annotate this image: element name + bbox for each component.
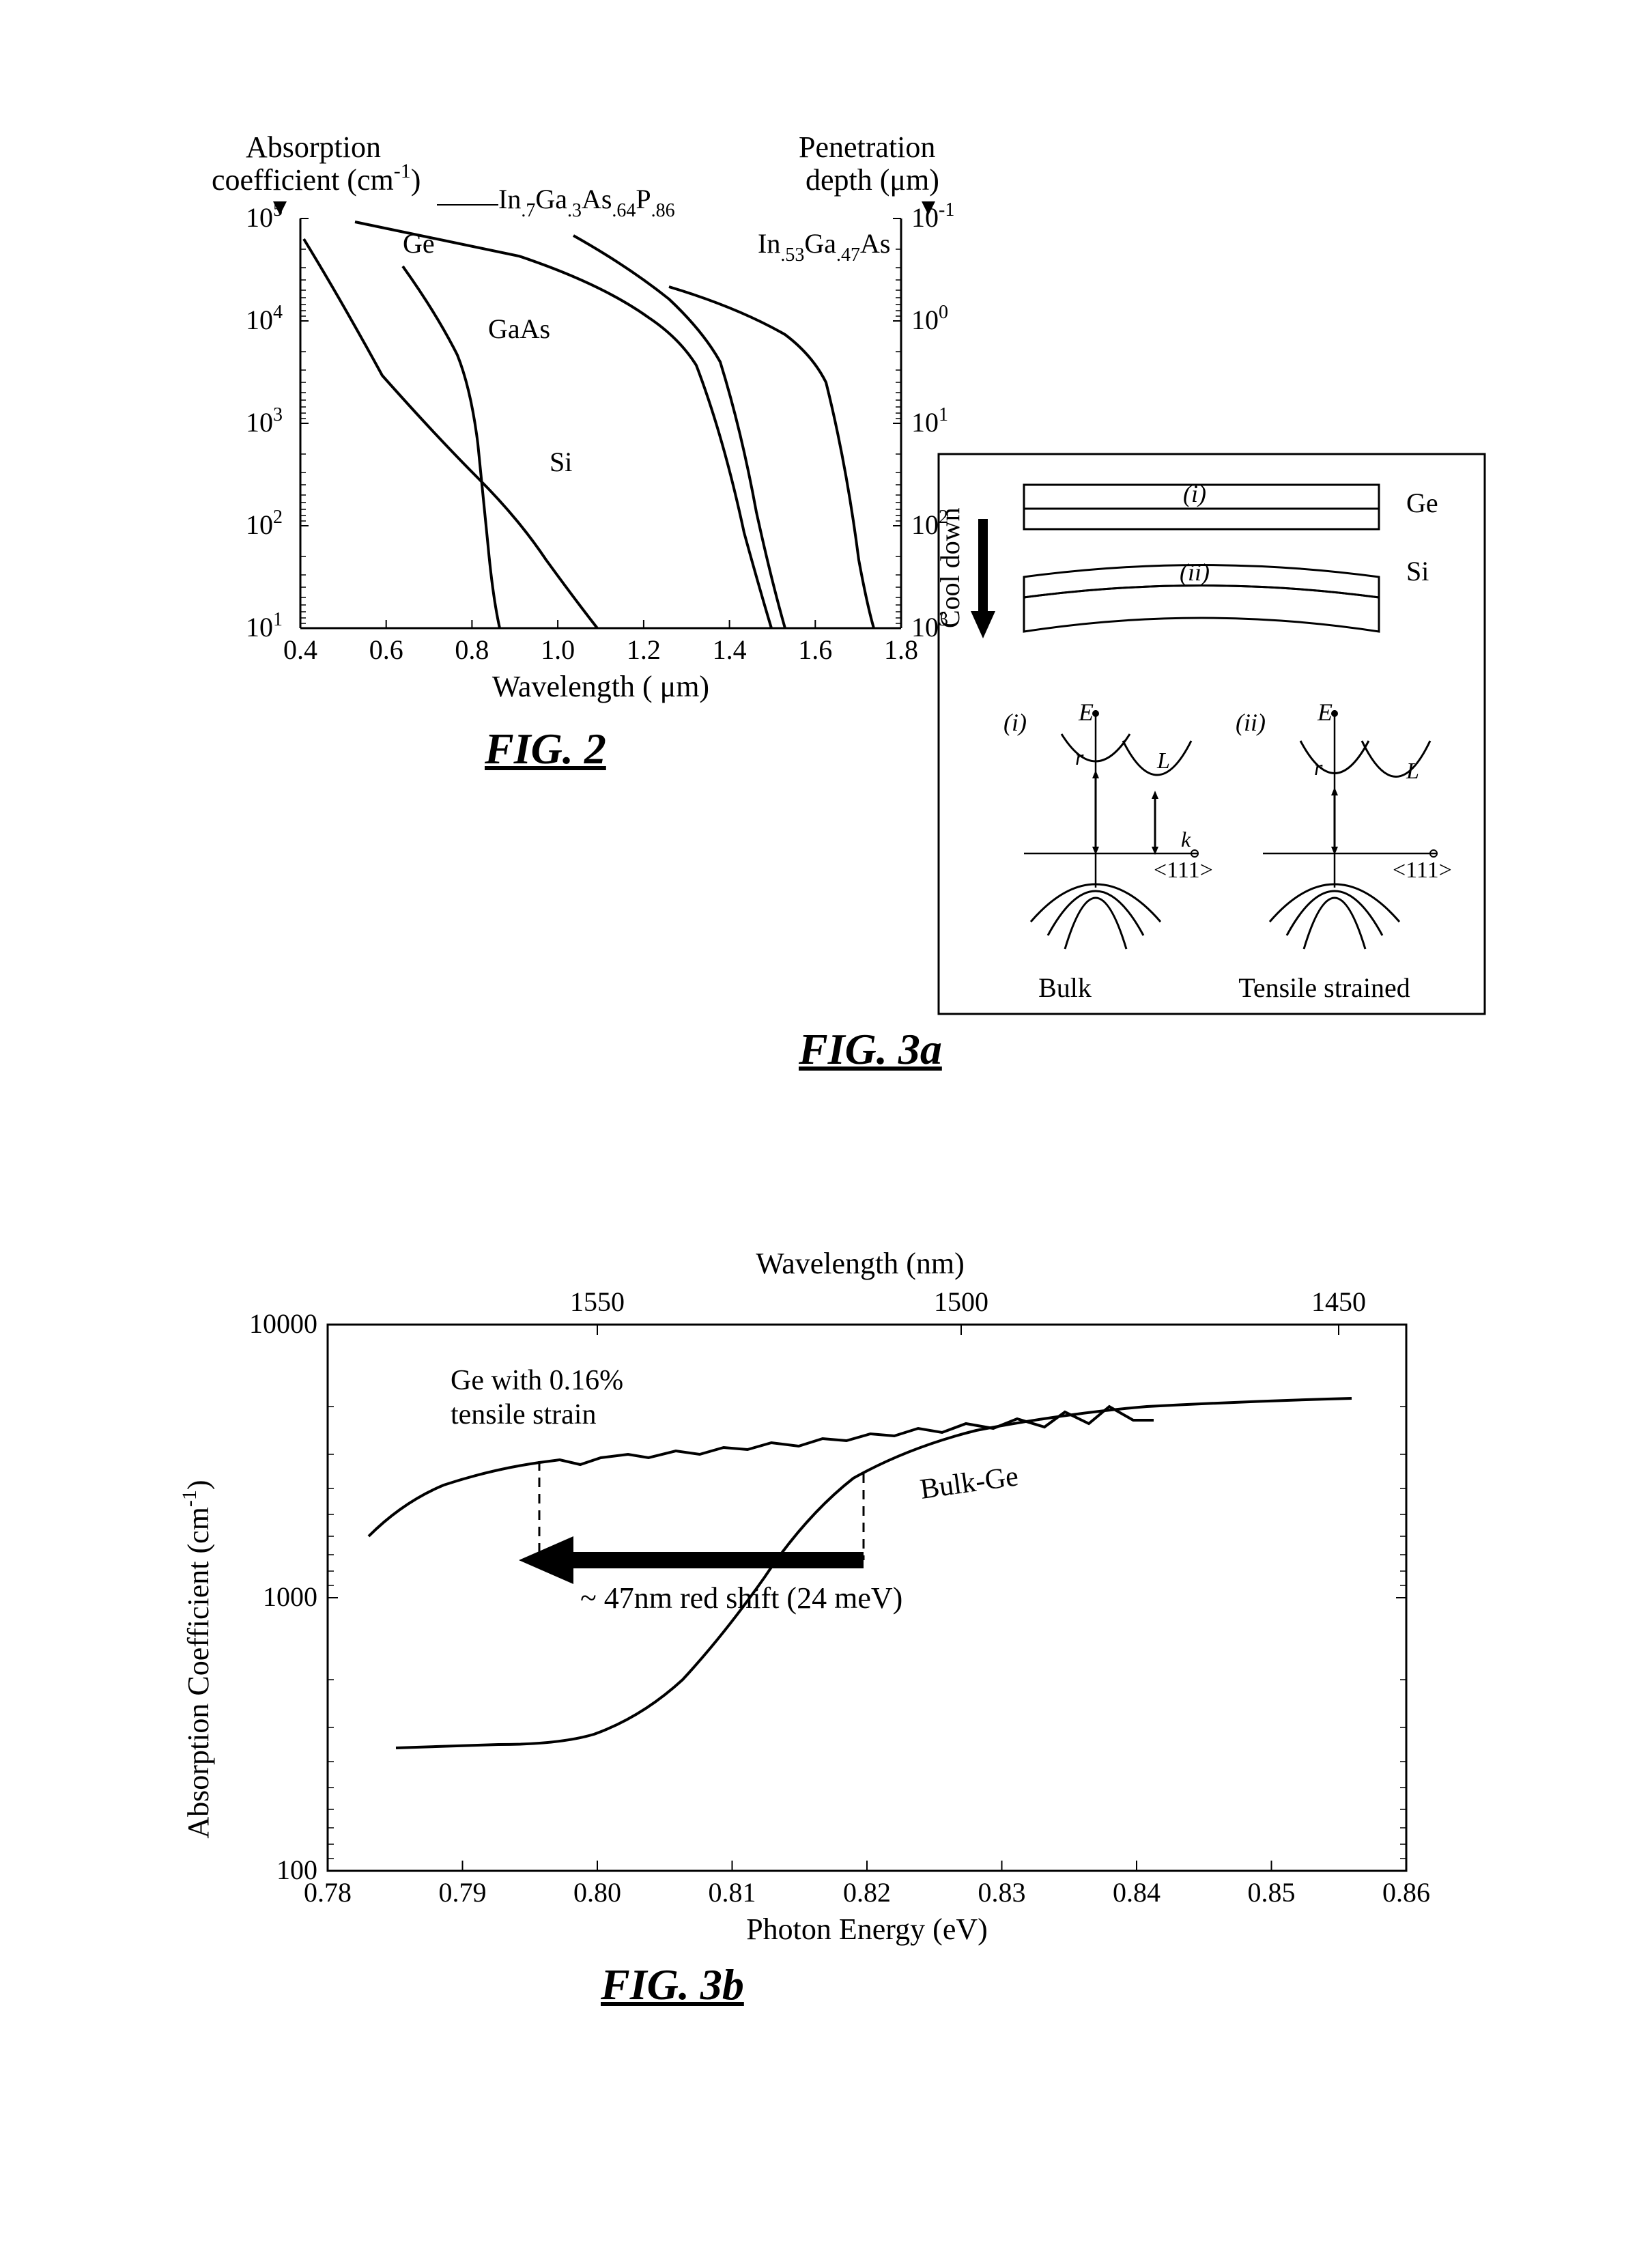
svg-text:(i): (i) <box>1003 709 1027 736</box>
svg-text:101: 101 <box>911 404 948 438</box>
svg-text:0.79: 0.79 <box>439 1877 487 1908</box>
yleft-title-l1: Absorption <box>246 130 381 164</box>
fig2-chart: Absorption coefficient (cm-1) Penetratio… <box>198 130 1017 744</box>
fig3a-diagram: Cool down ((i)i) Ge (ii) Si (i) E <box>935 451 1502 1045</box>
svg-text:1.8: 1.8 <box>884 634 918 665</box>
x-axis-label: Wavelength ( μm) <box>492 670 709 703</box>
plot-frame <box>300 218 901 628</box>
bulk-ge-label: Bulk-Ge <box>918 1460 1021 1506</box>
y-axis-label: Absorption Coefficient (cm-1) <box>178 1480 215 1838</box>
svg-text:101: 101 <box>246 609 283 643</box>
xbot-label: Photon Energy (eV) <box>746 1912 988 1946</box>
svg-text:102: 102 <box>246 507 283 540</box>
E-label: E <box>1078 698 1094 726</box>
label-ingaas: In.53Ga.47As <box>758 228 890 266</box>
svg-text:0.83: 0.83 <box>978 1877 1026 1908</box>
fig3a-container: Cool down ((i)i) Ge (ii) Si (i) E <box>935 451 1502 1120</box>
cool-down-label: Cool down <box>935 507 965 628</box>
shift-arrow-head-icon <box>519 1536 573 1584</box>
svg-text:104: 104 <box>246 302 283 335</box>
svg-text:((i)i): ((i)i) <box>1183 480 1206 507</box>
band-bulk: (i) E k <111> r L <box>1003 698 1213 949</box>
si-label: Si <box>1406 556 1429 587</box>
svg-text:r: r <box>1075 745 1084 769</box>
svg-text:0.78: 0.78 <box>304 1877 352 1908</box>
fig2-label: FIG. 2 <box>485 724 606 774</box>
curve-si <box>304 239 597 628</box>
svg-text:1000: 1000 <box>263 1581 317 1612</box>
yright-title-l2: depth (μm) <box>806 163 939 197</box>
fig2-container: Absorption coefficient (cm-1) Penetratio… <box>198 130 1017 744</box>
svg-text:0.4: 0.4 <box>283 634 317 665</box>
layer-stack-flat: ((i)i) <box>1024 480 1379 529</box>
svg-text:0.86: 0.86 <box>1382 1877 1430 1908</box>
svg-text:E: E <box>1317 698 1333 726</box>
x-axis <box>300 620 901 628</box>
curve-bulk-ge <box>396 1398 1352 1748</box>
svg-text:1.0: 1.0 <box>541 634 575 665</box>
ge-label: Ge <box>1406 488 1438 518</box>
svg-text:0.85: 0.85 <box>1248 1877 1296 1908</box>
fig3a-label: FIG. 3a <box>799 1024 942 1075</box>
strained-label-l2: tensile strain <box>451 1399 596 1430</box>
fig3b-chart: Wavelength (nm) Absorption Coefficient (… <box>177 1249 1475 1966</box>
svg-text:1.4: 1.4 <box>713 634 747 665</box>
x-tick-labels: 0.4 0.6 0.8 1.0 1.2 1.4 1.6 1.8 <box>283 634 918 665</box>
svg-text:L: L <box>1406 759 1419 784</box>
svg-text:k: k <box>1181 827 1191 851</box>
curve-ge <box>355 222 771 628</box>
curves-3b <box>369 1398 1352 1748</box>
svg-text:1550: 1550 <box>570 1286 625 1317</box>
yleft-axis: 105 104 103 102 101 <box>246 199 309 643</box>
svg-text:105: 105 <box>246 199 283 233</box>
svg-text:1500: 1500 <box>934 1286 988 1317</box>
svg-text:10-1: 10-1 <box>911 199 954 233</box>
svg-text:<111>: <111> <box>1393 858 1452 883</box>
svg-text:1450: 1450 <box>1311 1286 1366 1317</box>
label-si: Si <box>550 447 572 477</box>
xtop-label: Wavelength (nm) <box>756 1249 965 1280</box>
curves <box>304 222 874 628</box>
svg-text:0.8: 0.8 <box>455 634 489 665</box>
label-ge: Ge <box>403 228 435 259</box>
strained-label-l1: Ge with 0.16% <box>451 1365 623 1396</box>
svg-text:(ii): (ii) <box>1236 709 1266 736</box>
xtop-axis <box>597 1325 1339 1335</box>
svg-text:0.6: 0.6 <box>369 634 403 665</box>
band-tensile: (ii) E <111> r L <box>1236 698 1452 949</box>
svg-text:10000: 10000 <box>249 1308 317 1339</box>
label-gaas: GaAs <box>488 313 550 344</box>
svg-text:r: r <box>1314 755 1323 780</box>
fig3b-label: FIG. 3b <box>601 1960 744 2010</box>
svg-text:0.84: 0.84 <box>1113 1877 1160 1908</box>
shift-label: ~ 47nm red shift (24 meV) <box>580 1581 902 1615</box>
bulk-label: Bulk <box>1038 972 1092 1003</box>
svg-text:1.6: 1.6 <box>798 634 832 665</box>
svg-text:<111>: <111> <box>1154 858 1213 883</box>
svg-text:1.2: 1.2 <box>627 634 661 665</box>
svg-text:0.80: 0.80 <box>573 1877 621 1908</box>
curve-gaas <box>403 266 500 628</box>
label-ingaasp: In.7Ga.3As.64P.86 <box>498 184 675 221</box>
svg-text:L: L <box>1156 748 1170 774</box>
xbot-axis <box>328 1861 1406 1871</box>
svg-text:(ii): (ii) <box>1180 559 1210 586</box>
tensile-label: Tensile strained <box>1238 972 1410 1003</box>
svg-text:0.81: 0.81 <box>709 1877 756 1908</box>
arrow-down-icon <box>971 611 995 638</box>
fig3b-container: Wavelength (nm) Absorption Coefficient (… <box>177 1249 1475 2035</box>
svg-text:0.82: 0.82 <box>843 1877 891 1908</box>
yleft-title-l2: coefficient (cm-1) <box>212 160 421 197</box>
svg-text:100: 100 <box>911 302 948 335</box>
svg-text:103: 103 <box>246 404 283 438</box>
yright-title-l1: Penetration <box>799 130 935 164</box>
layer-stack-curved: (ii) <box>1024 559 1379 632</box>
